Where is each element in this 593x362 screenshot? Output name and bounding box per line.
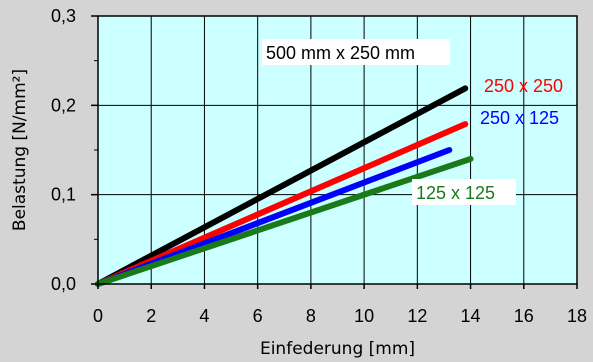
axis-ticks [91,15,578,289]
x-tick-label: 2 [146,306,156,326]
y-tick-label: 0,3 [51,6,76,26]
series-label-3: 250 x 125 [480,108,559,128]
series-line-1 [95,85,469,287]
x-axis-title: Einfederung [mm] [260,339,415,359]
x-tick-label: 18 [567,306,587,326]
x-tick-label: 6 [253,306,263,326]
x-tick-label: 14 [461,306,481,326]
x-tick-label: 16 [514,306,534,326]
series-label-4: 125 x 125 [416,183,495,203]
series-label-2: 250 x 250 [484,76,563,96]
series-label-1: 500 mm x 250 mm [266,43,415,63]
x-tick-label: 8 [306,306,316,326]
x-tick-label: 10 [354,306,374,326]
y-tick-label: 0,2 [51,95,76,115]
series-lines [95,85,474,287]
x-tick-label: 4 [199,306,209,326]
series-labels: 500 mm x 250 mm 250 x 250 250 x 125 125 x 1… [262,39,563,205]
series-line-4 [95,155,474,287]
series-line-2 [95,121,469,287]
series-label-box [412,179,516,205]
y-tick-label: 0,1 [51,185,76,205]
tick-labels: 0 2 4 6 8 10 12 14 16 18 0,0 0,1 0,2 0,3 [51,6,587,326]
y-axis-title: Belastung [N/mm²] [10,69,30,231]
y-tick-label: 0,0 [51,274,76,294]
x-tick-label: 0 [93,306,103,326]
x-tick-label: 12 [407,306,427,326]
series-label-box [262,39,450,65]
